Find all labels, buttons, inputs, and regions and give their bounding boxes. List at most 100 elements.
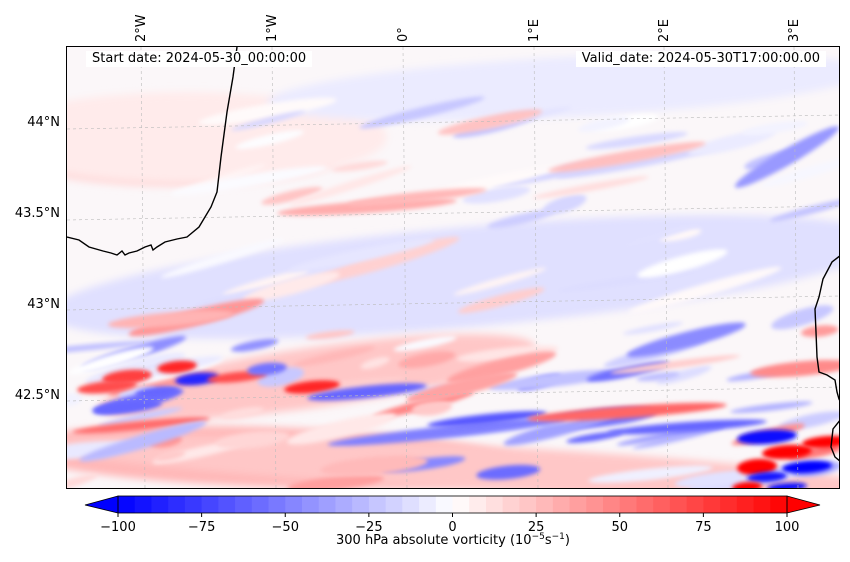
negative-vorticity-region [427,410,547,428]
positive-vorticity-region [437,109,543,135]
lon-gridline [793,47,799,488]
colorbar-segment [118,496,136,513]
colorbar-segment [352,496,370,513]
colorbar-tick-label: −75 [188,520,215,535]
negative-vorticity-region [359,96,485,129]
colorbar-tick-label: 100 [775,520,800,535]
negative-vorticity-region [769,198,839,222]
negative-vorticity-region [247,362,287,376]
positive-vorticity-region [309,236,460,284]
colorbar-tick-label: −50 [272,520,299,535]
colorbar-segment [134,496,152,513]
colorbar-segment [218,496,236,513]
lon-gridline [402,47,408,488]
lat-tick-label: 43.5°N [14,206,60,221]
colorbar-segment [435,496,453,513]
lon-tick-label: 1°W [265,14,280,42]
negative-vorticity-region [656,365,712,385]
colorbar-segment [686,496,704,513]
colorbar-label: 300 hPa absolute vorticity (10−5s−1) [336,532,570,548]
positive-vorticity-region [532,176,650,199]
positive-vorticity-region [286,475,384,488]
negative-vorticity-region [734,126,839,188]
negative-vorticity-region [626,322,746,358]
negative-vorticity-region [782,460,832,474]
positive-vorticity-region [628,266,782,314]
colorbar-segment [619,496,637,513]
colorbar-segment [301,496,320,513]
colorbar-segment [402,496,420,513]
colorbar-segment [452,496,470,513]
colorbar-segment [770,496,788,513]
positive-vorticity-region [286,413,397,445]
lon-gridline [663,47,669,488]
positive-vorticity-region [527,402,727,422]
colorbar-segment [519,496,537,513]
negative-vorticity-region [747,471,787,483]
negative-vorticity-region [621,222,702,248]
colorbar: −100 −75 −50 −25 0 25 50 75 100 300 hPa absolute… [84,495,821,548]
negative-vorticity-region [767,482,807,488]
positive-vorticity-region [284,380,340,394]
negative-vorticity-region [67,392,83,407]
positive-vorticity-region [277,198,457,216]
colorbar-segment [753,496,771,513]
negative-vorticity-region [67,215,839,339]
negative-vorticity-region [230,338,279,352]
positive-vorticity-region [360,357,390,370]
negative-vorticity-region [327,418,567,446]
colorbar-tick-label: −100 [100,520,136,535]
colorbar-tick-label: 50 [611,520,628,535]
negative-vorticity-region [729,401,813,414]
negative-vorticity-region [687,129,776,156]
colorbar-segment [419,496,437,513]
lon-gridline [271,47,277,488]
colorbar-segment [385,496,403,513]
colorbar-segment [168,496,186,513]
positive-vorticity-region [347,188,487,206]
lon-tick-label: 0° [396,27,411,42]
colorbar-segment [569,496,587,513]
colorbar-segment [201,496,219,513]
negative-vorticity-region [761,157,839,187]
positive-vorticity-region [331,160,388,172]
negative-vorticity-region [79,421,207,462]
positive-vorticity-region [737,458,777,476]
negative-vorticity-region [175,372,219,386]
positive-vorticity-region [750,360,839,378]
positive-vorticity-region [216,430,290,449]
colorbar-segment [586,496,604,513]
coastline-west [67,47,238,256]
positive-vorticity-region [292,346,376,367]
colorbar-segment [184,496,203,513]
negative-vorticity-region [566,431,623,443]
positive-vorticity-region [457,287,545,314]
colorbar-segment [151,496,169,513]
lon-tick-label: 2°E [657,19,672,42]
positive-vorticity-region [155,450,186,462]
negative-vorticity-region [675,470,760,488]
positive-vorticity-region [610,355,741,374]
positive-vorticity-region [320,455,428,476]
negative-vorticity-region [622,322,684,335]
negative-vorticity-region [393,335,457,352]
coastline-east [814,255,839,462]
negative-vorticity-region [488,369,622,391]
positive-vorticity-region [77,380,137,394]
negative-vorticity-region [67,441,134,461]
positive-vorticity-region [221,407,264,420]
colorbar-segment [368,496,387,513]
colorbar-extend-min [84,495,119,514]
positive-vorticity-region [802,435,839,449]
colorbar-segment [720,496,738,513]
colorbar-segment [736,496,755,513]
lat-tick-label: 44°N [27,115,60,130]
gridlines [67,47,839,488]
positive-vorticity-region [72,417,210,434]
negative-vorticity-region [267,53,839,121]
positive-vorticity-region [261,187,323,205]
lon-gridline [533,47,539,488]
colorbar-segment [251,496,270,513]
colorbar-tick-label: 75 [695,520,712,535]
positive-vorticity-region [305,330,355,340]
